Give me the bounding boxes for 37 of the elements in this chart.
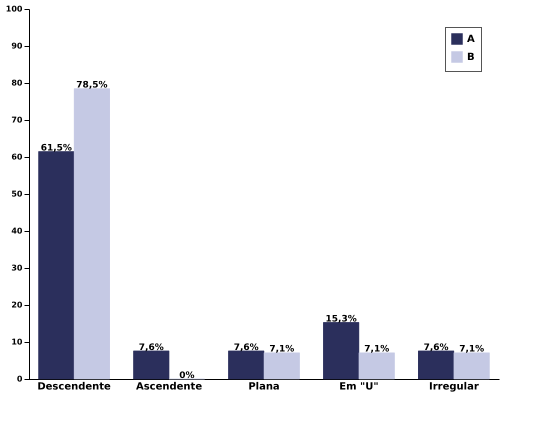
y-tick-label: 0 <box>16 374 23 384</box>
data-label: 7,6% <box>424 342 449 353</box>
data-label: 7,1% <box>459 344 484 355</box>
y-tick-label: 90 <box>11 42 23 50</box>
data-label: 78,5% <box>76 80 108 91</box>
x-tick-label: Plana <box>248 382 280 392</box>
bar <box>38 151 74 380</box>
y-tick-label: 20 <box>11 300 23 310</box>
y-tick-label: 30 <box>11 264 23 272</box>
legend-label: A <box>467 34 475 45</box>
bar <box>358 352 395 380</box>
legend-label: B <box>467 52 475 63</box>
y-tick-label: 40 <box>11 226 23 236</box>
data-label: 7,1% <box>364 344 390 355</box>
y-tick-label: 10 <box>11 338 23 346</box>
bar <box>323 322 360 380</box>
data-label: 61,5% <box>40 143 72 154</box>
y-tick-label: 70 <box>11 116 23 124</box>
bar <box>228 350 264 380</box>
data-label: 0% <box>179 371 194 381</box>
y-tick-label: 100 <box>6 4 23 14</box>
bar <box>74 88 110 380</box>
bar <box>418 350 454 380</box>
x-tick-label: Descendente <box>37 382 112 392</box>
bar <box>264 352 300 380</box>
x-tick-label: Ascendente <box>136 382 202 392</box>
data-label: 7,6% <box>138 342 164 353</box>
data-label: 15,3% <box>326 314 357 324</box>
x-tick-label: Irregular <box>429 382 479 392</box>
y-tick-label: 80 <box>11 78 23 88</box>
x-tick-label: Em "U" <box>339 382 379 392</box>
y-tick-label: 60 <box>11 152 23 162</box>
bar <box>454 352 490 380</box>
y-tick-label: 50 <box>11 190 23 198</box>
bar <box>133 350 170 380</box>
data-label: 7,6% <box>234 342 259 353</box>
data-label: 7,1% <box>269 344 294 355</box>
